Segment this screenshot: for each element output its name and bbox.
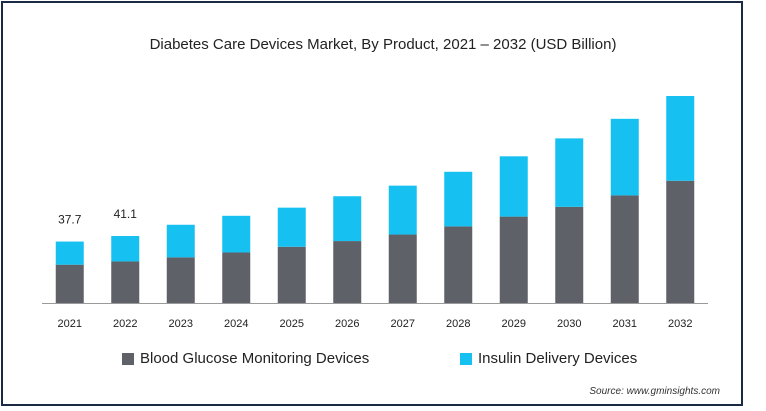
bar-blood-glucose-2023 [166, 257, 195, 303]
bar-insulin-delivery-2024 [222, 215, 251, 253]
x-tick-2026: 2026 [335, 318, 359, 330]
bar-insulin-delivery-2032 [666, 96, 695, 181]
bar-insulin-delivery-2029 [499, 156, 528, 217]
bar-blood-glucose-2021 [55, 264, 84, 303]
bar-blood-glucose-2032 [666, 180, 695, 303]
bar-blood-glucose-2026 [333, 241, 362, 303]
bar-insulin-delivery-2021 [55, 241, 84, 265]
bar-insulin-delivery-2025 [277, 207, 306, 247]
bar-blood-glucose-2028 [444, 226, 473, 303]
legend-swatch-blood-glucose [122, 352, 134, 365]
bar-insulin-delivery-2022 [111, 236, 140, 262]
legend-label-blood-glucose: Blood Glucose Monitoring Devices [140, 350, 370, 367]
bar-blood-glucose-2024 [222, 252, 251, 303]
chart-title: Diabetes Care Devices Market, By Product… [149, 36, 617, 53]
x-tick-2022: 2022 [113, 318, 137, 330]
data-label-2022: 41.1 [114, 207, 138, 221]
bar-blood-glucose-2030 [555, 206, 584, 303]
bar-blood-glucose-2022 [111, 261, 140, 303]
x-tick-2032: 2032 [668, 318, 692, 330]
x-tick-2025: 2025 [280, 318, 304, 330]
x-tick-2023: 2023 [169, 318, 193, 330]
bar-insulin-delivery-2027 [388, 185, 417, 235]
legend: Blood Glucose Monitoring Devices Insulin… [0, 350, 766, 372]
x-tick-2024: 2024 [224, 318, 248, 330]
bar-insulin-delivery-2031 [610, 118, 639, 196]
source-note: Source: www.gminsights.com [589, 386, 720, 397]
legend-item-insulin-delivery: Insulin Delivery Devices [460, 350, 637, 367]
x-tick-2028: 2028 [446, 318, 470, 330]
legend-label-insulin-delivery: Insulin Delivery Devices [478, 350, 638, 367]
bar-insulin-delivery-2030 [555, 138, 584, 207]
x-tick-2030: 2030 [557, 318, 581, 330]
bar-blood-glucose-2027 [388, 234, 417, 303]
legend-item-blood-glucose: Blood Glucose Monitoring Devices [122, 350, 369, 367]
bar-insulin-delivery-2028 [444, 171, 473, 227]
bar-insulin-delivery-2026 [333, 196, 362, 242]
x-tick-2031: 2031 [613, 318, 637, 330]
x-tick-2021: 2021 [58, 318, 82, 330]
bar-blood-glucose-2025 [277, 246, 306, 303]
bar-blood-glucose-2029 [499, 216, 528, 303]
bar-insulin-delivery-2023 [166, 224, 195, 258]
bar-blood-glucose-2031 [610, 195, 639, 303]
legend-swatch-insulin-delivery [460, 352, 472, 365]
x-tick-2029: 2029 [502, 318, 526, 330]
data-label-2021: 37.7 [58, 213, 82, 227]
x-tick-2027: 2027 [391, 318, 415, 330]
